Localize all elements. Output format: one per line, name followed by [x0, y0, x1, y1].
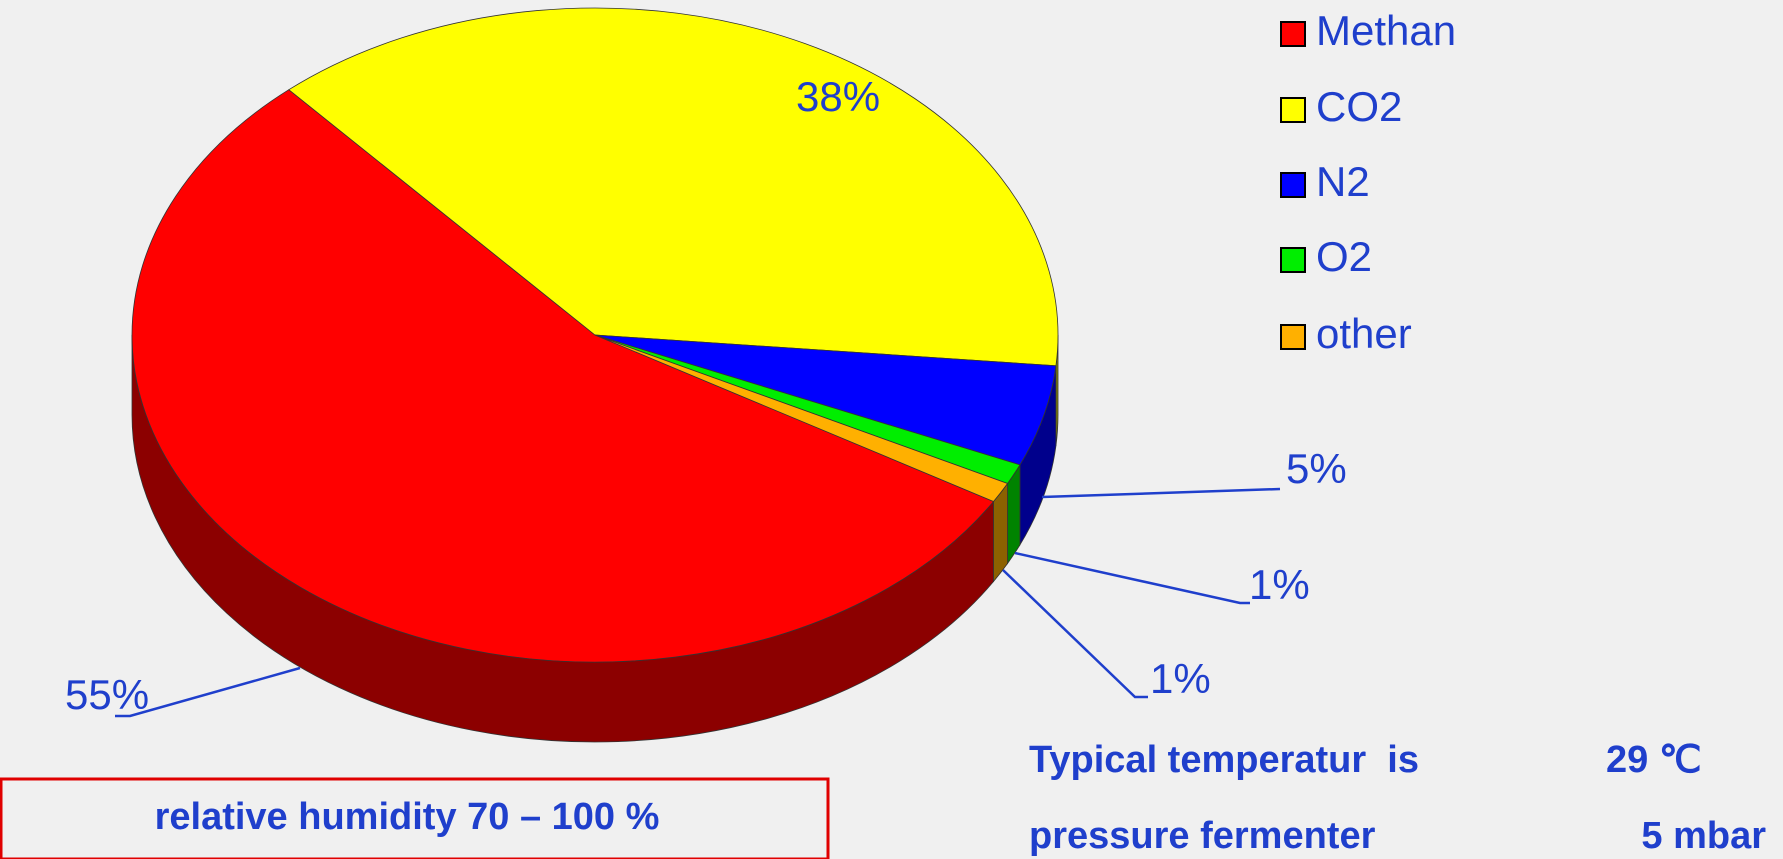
- leader-line: [1014, 551, 1250, 605]
- humidity-note: relative humidity 70 – 100 %: [155, 796, 660, 838]
- data-label: 38%: [796, 73, 880, 120]
- legend-swatch: [1280, 172, 1306, 198]
- data-label: 55%: [65, 671, 149, 718]
- legend-label: N2: [1316, 158, 1370, 205]
- slice: [131, 89, 995, 663]
- slice: [288, 7, 1059, 367]
- legend-label: other: [1316, 310, 1412, 357]
- legend-label: O2: [1316, 233, 1372, 280]
- leader-line: [1041, 487, 1281, 499]
- pressure-value: 5 mbar: [1641, 815, 1766, 857]
- temperature-label: Typical temperatur is: [1029, 739, 1419, 781]
- leader-line: [115, 666, 301, 718]
- legend-swatch: [1280, 21, 1306, 47]
- data-label: 5%: [1286, 445, 1347, 492]
- temperature-value: 29 ℃: [1606, 739, 1702, 781]
- legend-label: CO2: [1316, 83, 1402, 130]
- legend-swatch: [1280, 247, 1306, 273]
- legend-swatch: [1280, 97, 1306, 123]
- legend-swatch: [1280, 324, 1306, 350]
- legend-label: Methan: [1316, 7, 1456, 54]
- pressure-label: pressure fermenter: [1029, 815, 1376, 857]
- slice: [594, 334, 1057, 466]
- humidity-box: [0, 777, 830, 859]
- data-label: 1%: [1150, 655, 1211, 702]
- leader-line: [1002, 569, 1148, 699]
- data-label: 1%: [1249, 561, 1310, 608]
- slice: [594, 334, 1009, 502]
